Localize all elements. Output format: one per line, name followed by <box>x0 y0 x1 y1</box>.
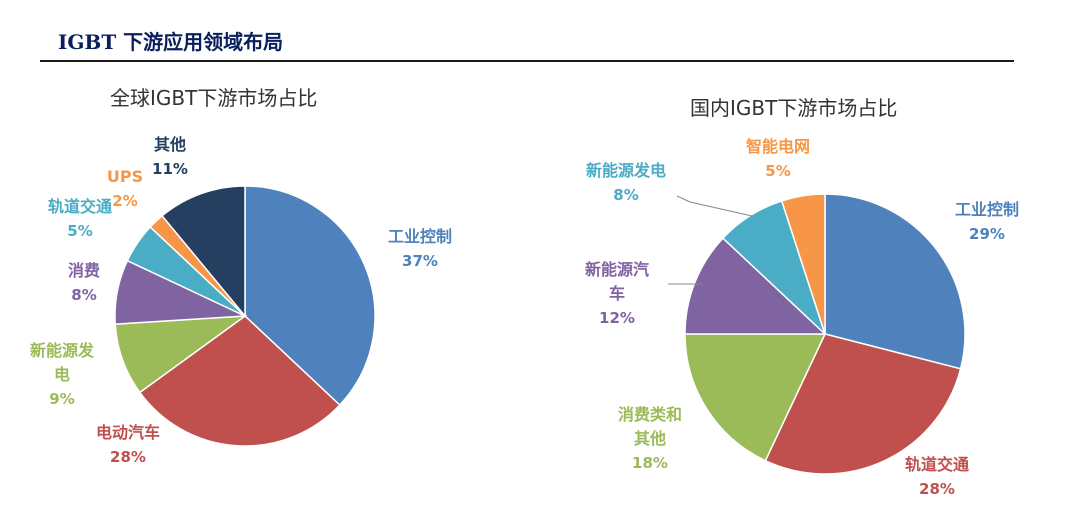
domestic-pct-新能源发电: 8% <box>613 186 638 204</box>
domestic-label-智能电网: 智能电网 <box>746 137 810 156</box>
global-pct-轨道交通: 5% <box>67 222 92 240</box>
domestic-pct-轨道交通: 28% <box>919 480 955 498</box>
domestic-pct-智能电网: 5% <box>765 162 790 180</box>
domestic-pct-消费类和其他: 18% <box>632 454 668 472</box>
domestic-label-轨道交通: 轨道交通 <box>905 455 969 474</box>
leader-line-new-energy-gen <box>676 195 753 217</box>
global-pie-chart <box>114 185 376 447</box>
global-chart-title: 全球IGBT下游市场占比 <box>110 86 318 110</box>
domestic-chart-title: 国内IGBT下游市场占比 <box>690 96 898 120</box>
global-label-其他: 其他 <box>154 135 186 154</box>
domestic-slice-智能电网 <box>780 193 826 335</box>
global-label-消费: 消费 <box>68 261 100 280</box>
global-pct-消费: 8% <box>71 286 96 304</box>
domestic-pie-chart <box>684 193 966 475</box>
global-pct-工业控制: 37% <box>402 252 438 270</box>
header-divider <box>40 60 1014 62</box>
global-pct-新能源发电: 9% <box>49 390 74 408</box>
global-label-电动汽车: 电动汽车 <box>96 423 160 442</box>
global-pct-其他: 11% <box>152 160 188 178</box>
domestic-slice-新能源汽车 <box>684 237 827 335</box>
domestic-slice-消费类和其他 <box>684 333 827 462</box>
domestic-slice-工业控制 <box>824 193 966 370</box>
global-label-新能源发电: 新能源发电 <box>30 341 95 384</box>
global-pct-电动汽车: 28% <box>110 448 146 466</box>
global-label-工业控制: 工业控制 <box>388 227 452 246</box>
domestic-pct-工业控制: 29% <box>969 225 1005 243</box>
global-pct-UPS: 2% <box>112 192 137 210</box>
domestic-label-新能源发电: 新能源发电 <box>586 161 666 180</box>
global-slice-电动汽车 <box>138 315 341 447</box>
domestic-label-工业控制: 工业控制 <box>955 200 1019 219</box>
domestic-label-新能源汽车: 新能源汽车 <box>585 260 649 303</box>
domestic-pct-新能源汽车: 12% <box>599 309 635 327</box>
pie-labels: 工业控制 37% 电动汽车 28% 新能源发电 9% 消费 8% 轨道交通 5% UPS 2% 其他 11… <box>30 135 1019 498</box>
section-title: IGBT 下游应用领域布局 <box>58 30 284 54</box>
global-label-轨道交通: 轨道交通 <box>48 197 112 216</box>
global-slice-其他 <box>161 185 246 319</box>
domestic-label-消费类和其他: 消费类和其他 <box>618 405 682 448</box>
domestic-slice-轨道交通 <box>764 333 962 475</box>
global-slice-工业控制 <box>244 185 376 407</box>
global-label-UPS: UPS <box>107 167 143 186</box>
